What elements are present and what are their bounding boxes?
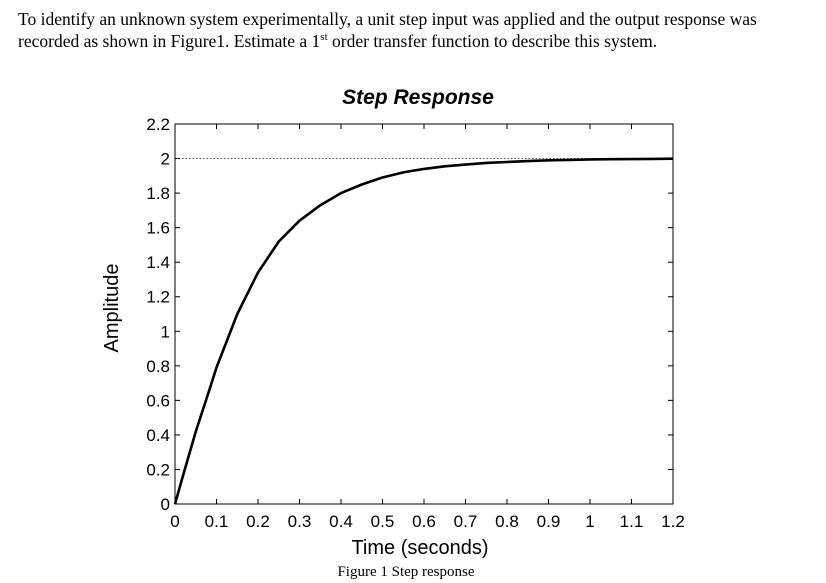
y-tick-label: 1.4 (146, 253, 170, 272)
y-tick-label: 1 (161, 322, 170, 341)
y-tick-label: 2 (161, 150, 170, 169)
question-superscript: st (320, 31, 328, 44)
x-tick-label: 0.2 (246, 512, 270, 531)
series-line (173, 157, 674, 505)
y-tick-label: 0.8 (146, 357, 170, 376)
y-tick-label: 0 (161, 495, 170, 514)
question-part2: order transfer function to describe this… (327, 31, 658, 51)
y-tick-label: 1.6 (146, 219, 170, 238)
x-tick-label: 0.9 (537, 512, 561, 531)
x-tick-label: 1 (585, 512, 594, 531)
y-tick-label: 0.2 (146, 460, 170, 479)
x-tick-label: 0.5 (371, 512, 395, 531)
y-tick-label: 1.8 (146, 184, 170, 203)
question-part1: To identify an unknown system experiment… (18, 9, 757, 51)
x-tick-label: 0.3 (288, 512, 312, 531)
y-tick-labels: 0 0.2 0.4 0.6 0.8 1 1.2 1.4 1.6 1.8 2 2.2 (146, 115, 170, 514)
x-tick-label: 1.1 (620, 512, 644, 531)
x-tick-label: 1.2 (661, 512, 685, 531)
plot-axes (174, 123, 674, 505)
y-axis-label: Amplitude (101, 264, 123, 353)
x-tick-label: 0.8 (495, 512, 519, 531)
y-tick-label: 0.4 (146, 426, 170, 445)
chart-title: Step Response (342, 86, 494, 109)
question-text: To identify an unknown system experiment… (18, 8, 818, 52)
y-tick-label: 0.6 (146, 391, 170, 410)
x-tick-label: 0.4 (329, 512, 353, 531)
y-tick-label: 1.2 (146, 288, 170, 307)
x-tick-label: 0 (170, 512, 179, 531)
x-tick-label: 0.1 (205, 512, 229, 531)
x-tick-label: 0.7 (454, 512, 478, 531)
figure-caption: Figure 1 Step response (337, 564, 474, 580)
plot-box (174, 123, 674, 505)
y-tick-label: 2.2 (146, 115, 170, 134)
x-axis-label: Time (seconds) (351, 537, 488, 559)
x-tick-labels: 0 0.1 0.2 0.3 0.4 0.5 0.6 0.7 0.8 0.9 1 1.1 1.2 (170, 512, 685, 531)
x-tick-label: 0.6 (412, 512, 436, 531)
